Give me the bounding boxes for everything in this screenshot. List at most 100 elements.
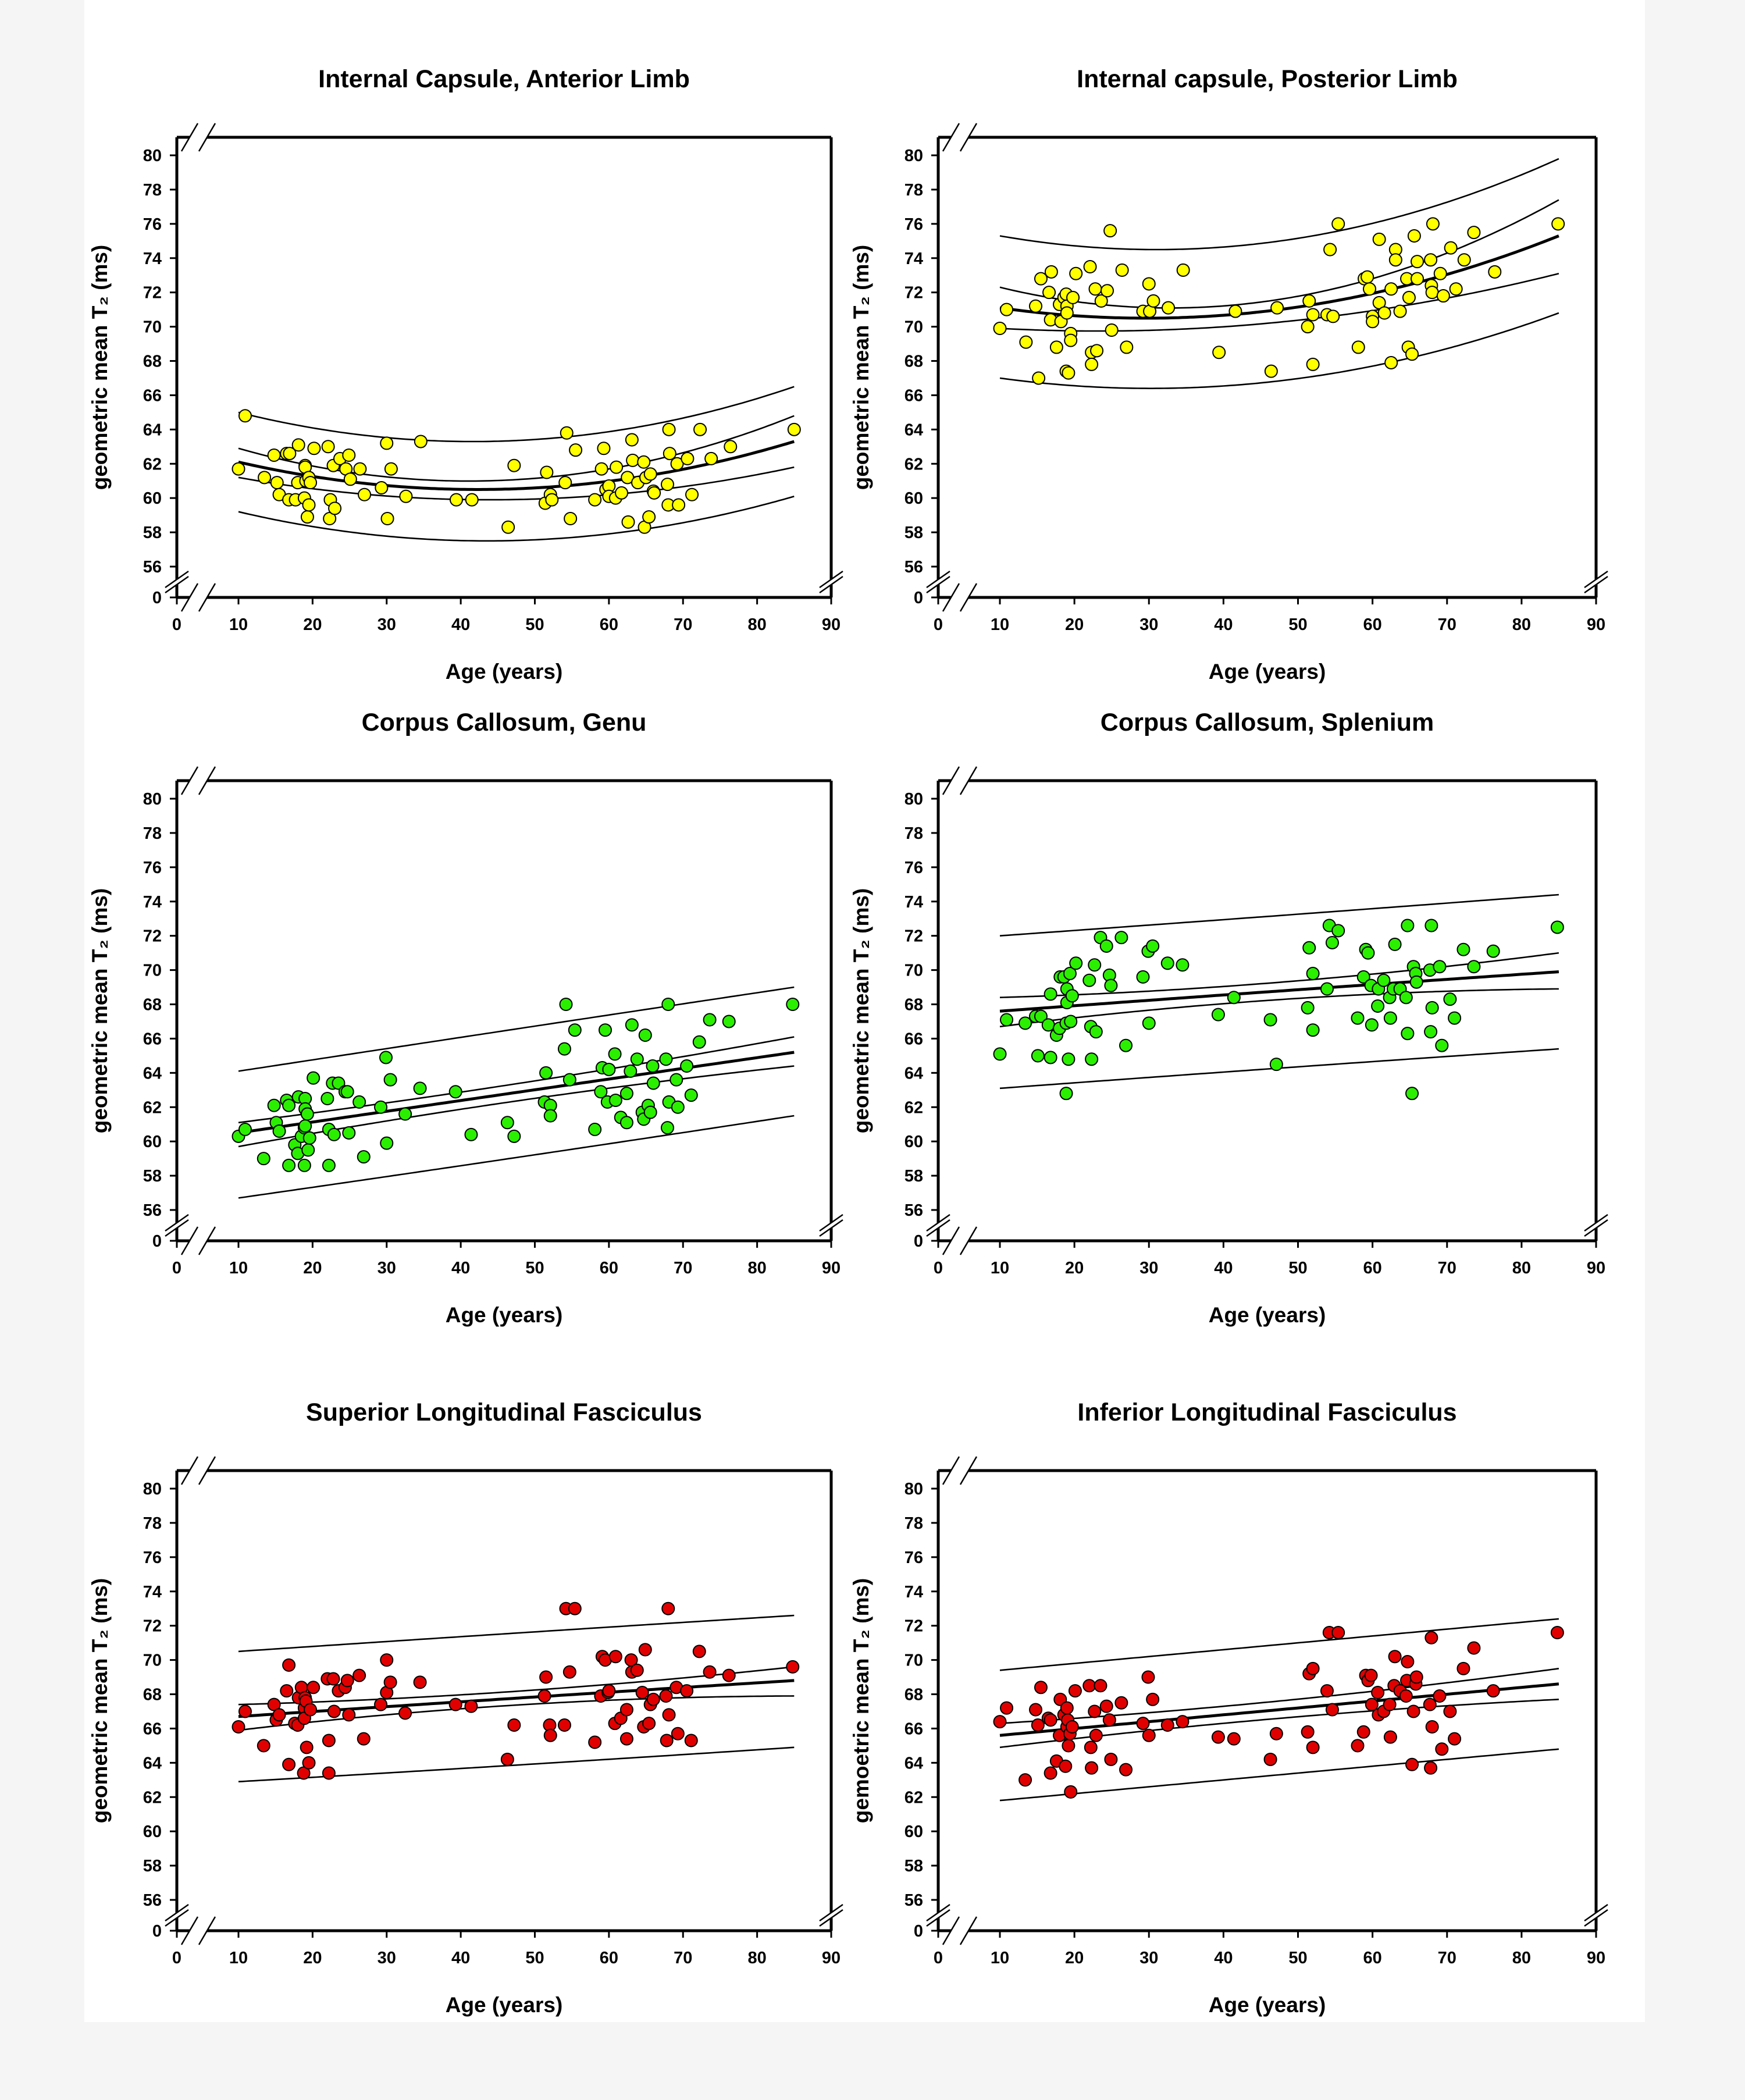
chart-panel: Superior Longitudinal Fasciculus 0 56 58 60 6…	[88, 1398, 843, 2017]
data-point	[1018, 1016, 1032, 1030]
data-point	[1089, 1025, 1103, 1039]
y-tick-label: 58	[904, 1857, 923, 1875]
data-point	[1212, 346, 1226, 360]
x-tick-label: 50	[525, 1949, 544, 1967]
y-tick-label: 62	[904, 455, 923, 474]
data-point	[1402, 291, 1416, 305]
data-point	[680, 1684, 694, 1698]
data-point	[671, 1100, 685, 1114]
data-point	[1029, 299, 1042, 313]
data-point	[352, 1668, 366, 1682]
data-point	[537, 1689, 551, 1703]
data-point	[1443, 1704, 1457, 1718]
axis-break-mark	[819, 1219, 843, 1237]
data-point	[1119, 1038, 1133, 1052]
data-point	[1104, 978, 1118, 992]
data-point	[384, 462, 398, 476]
axis-break-mark	[942, 123, 960, 152]
data-point	[1401, 919, 1415, 932]
data-point	[1176, 263, 1190, 277]
data-point	[507, 1129, 521, 1143]
data-point	[704, 451, 718, 465]
data-point	[557, 1042, 571, 1056]
data-point	[1085, 357, 1099, 371]
x-tick-label: 90	[822, 615, 841, 634]
axis-break-mark	[165, 570, 189, 589]
y-tick-label: 64	[143, 421, 162, 439]
data-point	[282, 1658, 296, 1672]
data-point	[464, 1699, 478, 1713]
data-point	[1325, 935, 1339, 949]
data-point	[1384, 282, 1398, 296]
axis-break-mark	[942, 1226, 960, 1255]
axis-break-mark	[819, 1909, 843, 1927]
axis-break-mark	[959, 1226, 978, 1255]
y-tick-label: 74	[904, 250, 923, 268]
data-point	[1411, 272, 1424, 286]
y-tick-label: 66	[904, 1720, 923, 1738]
data-point	[414, 435, 428, 449]
axis-break-mark	[926, 1219, 950, 1237]
data-point	[300, 510, 314, 524]
y-axis-label: geometric mean T₂ (ms)	[849, 888, 873, 1134]
data-point	[272, 1708, 286, 1722]
axis-break-mark	[942, 1456, 960, 1485]
data-point	[297, 1158, 311, 1172]
data-point	[619, 1732, 633, 1746]
data-point	[1301, 1001, 1315, 1015]
y-tick-label: 62	[904, 1098, 923, 1117]
x-tick-label: 80	[1512, 1949, 1531, 1967]
data-point	[1388, 937, 1402, 951]
data-point	[1302, 941, 1316, 955]
x-tick-label: 90	[1587, 1949, 1605, 1967]
data-point	[1064, 333, 1078, 347]
data-point	[307, 442, 321, 455]
data-point	[1062, 1052, 1076, 1066]
data-point	[1141, 1670, 1155, 1684]
y-tick-label: 76	[904, 859, 923, 877]
data-point	[1227, 1732, 1241, 1746]
data-point	[1383, 1730, 1397, 1744]
data-point	[1136, 1717, 1150, 1731]
data-point	[379, 1051, 393, 1065]
y-tick-label: 76	[143, 1549, 162, 1567]
y-tick-label: 66	[143, 1030, 162, 1048]
data-point	[558, 476, 572, 490]
regression-fit-line	[238, 440, 795, 491]
data-point	[1082, 1679, 1096, 1693]
data-point	[1488, 265, 1502, 279]
data-point	[1383, 1011, 1397, 1025]
data-point	[343, 472, 357, 486]
data-point	[1426, 217, 1440, 231]
data-point	[353, 462, 367, 476]
data-point	[1263, 1013, 1277, 1027]
data-point	[588, 493, 602, 507]
y-tick-label: 72	[904, 927, 923, 946]
data-point	[588, 1123, 602, 1137]
axis-break-mark	[1584, 575, 1608, 594]
x-tick-label: 60	[1363, 615, 1381, 634]
data-point	[1320, 982, 1334, 996]
data-point	[1103, 224, 1117, 238]
chart-title: Superior Longitudinal Fasciculus	[306, 1398, 702, 1426]
data-point	[283, 447, 297, 461]
data-point	[540, 465, 554, 479]
axis-break-mark	[942, 583, 960, 612]
data-point	[270, 476, 284, 490]
data-point	[1019, 335, 1033, 349]
data-point	[1363, 282, 1376, 296]
data-point	[1377, 973, 1391, 987]
data-point	[560, 426, 574, 440]
x-tick-label: 30	[1139, 1949, 1158, 1967]
data-point	[257, 1739, 270, 1753]
data-point	[659, 1052, 673, 1066]
y-tick-label: 64	[904, 421, 923, 439]
x-tick-label: 0	[172, 1259, 181, 1277]
data-point	[661, 478, 675, 492]
axis-break-mark	[1584, 1909, 1608, 1927]
data-point	[322, 1734, 336, 1747]
data-point	[1444, 241, 1458, 255]
data-point	[1467, 960, 1481, 974]
data-point	[1059, 1087, 1073, 1101]
axis-break-mark	[198, 1456, 216, 1485]
